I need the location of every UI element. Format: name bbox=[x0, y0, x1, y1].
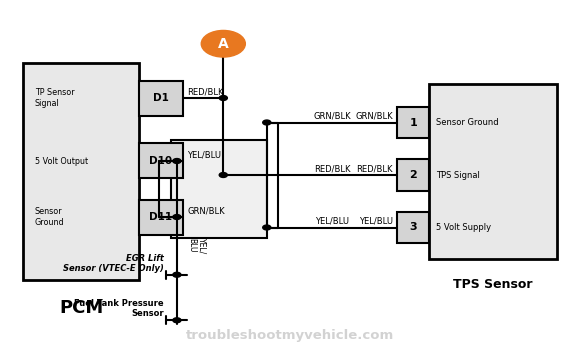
Text: 5 Volt Output: 5 Volt Output bbox=[35, 156, 88, 166]
Bar bbox=[397, 212, 429, 243]
Text: RED/BLK: RED/BLK bbox=[187, 87, 224, 96]
Text: D11: D11 bbox=[150, 212, 172, 222]
Text: 5 Volt Supply: 5 Volt Supply bbox=[436, 223, 491, 232]
Text: 3: 3 bbox=[409, 223, 417, 232]
Text: RED/BLK: RED/BLK bbox=[314, 164, 350, 173]
Text: YEL/
BLU: YEL/ BLU bbox=[187, 238, 206, 254]
Text: Fuel Tank Pressure
Sensor: Fuel Tank Pressure Sensor bbox=[74, 299, 164, 318]
Text: YEL/BLU: YEL/BLU bbox=[187, 150, 222, 159]
Text: 1: 1 bbox=[409, 118, 417, 127]
Bar bbox=[139, 144, 183, 178]
Text: EGR Lift
Sensor (VTEC-E Only): EGR Lift Sensor (VTEC-E Only) bbox=[63, 254, 164, 273]
Text: GRN/BLK: GRN/BLK bbox=[187, 206, 225, 215]
Text: A: A bbox=[218, 37, 229, 51]
Bar bbox=[397, 159, 429, 191]
Circle shape bbox=[263, 120, 271, 125]
Circle shape bbox=[219, 96, 227, 100]
Bar bbox=[171, 140, 267, 238]
Text: RED/BLK: RED/BLK bbox=[356, 164, 393, 173]
Text: YEL/BLU: YEL/BLU bbox=[315, 217, 349, 226]
Text: PCM: PCM bbox=[59, 299, 103, 317]
Bar bbox=[139, 80, 183, 116]
Text: TPS Sensor: TPS Sensor bbox=[453, 278, 533, 291]
Text: GRN/BLK: GRN/BLK bbox=[313, 112, 351, 121]
Text: D1: D1 bbox=[153, 93, 169, 103]
Text: TPS Signal: TPS Signal bbox=[436, 170, 480, 180]
Circle shape bbox=[173, 215, 181, 219]
Text: D10: D10 bbox=[150, 156, 172, 166]
Text: 2: 2 bbox=[409, 170, 417, 180]
Circle shape bbox=[219, 173, 227, 177]
Text: YEL/BLU: YEL/BLU bbox=[358, 217, 393, 226]
Text: TP Sensor
Signal: TP Sensor Signal bbox=[35, 88, 74, 108]
Circle shape bbox=[173, 272, 181, 277]
Text: GRN/BLK: GRN/BLK bbox=[355, 112, 393, 121]
Bar bbox=[23, 63, 139, 280]
Text: Sensor Ground: Sensor Ground bbox=[436, 118, 499, 127]
Circle shape bbox=[173, 159, 181, 163]
Text: troubleshootmyvehicle.com: troubleshootmyvehicle.com bbox=[186, 329, 394, 343]
Circle shape bbox=[173, 318, 181, 323]
Bar bbox=[429, 84, 557, 259]
Bar bbox=[139, 199, 183, 234]
Text: Sensor
Ground: Sensor Ground bbox=[35, 207, 64, 227]
Circle shape bbox=[263, 225, 271, 230]
Bar bbox=[397, 107, 429, 138]
Circle shape bbox=[201, 30, 245, 57]
